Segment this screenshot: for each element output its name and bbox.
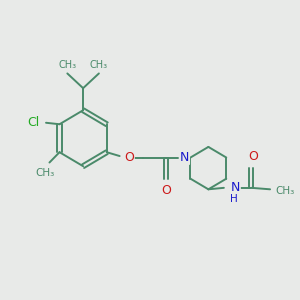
- Text: Cl: Cl: [27, 116, 39, 129]
- Text: CH₃: CH₃: [275, 186, 295, 196]
- Text: O: O: [124, 151, 134, 164]
- Text: CH₃: CH₃: [35, 168, 55, 178]
- Text: CH₃: CH₃: [90, 60, 108, 70]
- Text: N: N: [230, 181, 240, 194]
- Text: O: O: [161, 184, 171, 197]
- Text: CH₃: CH₃: [58, 60, 76, 70]
- Text: H: H: [230, 194, 238, 204]
- Text: O: O: [248, 149, 258, 163]
- Text: N: N: [180, 151, 189, 164]
